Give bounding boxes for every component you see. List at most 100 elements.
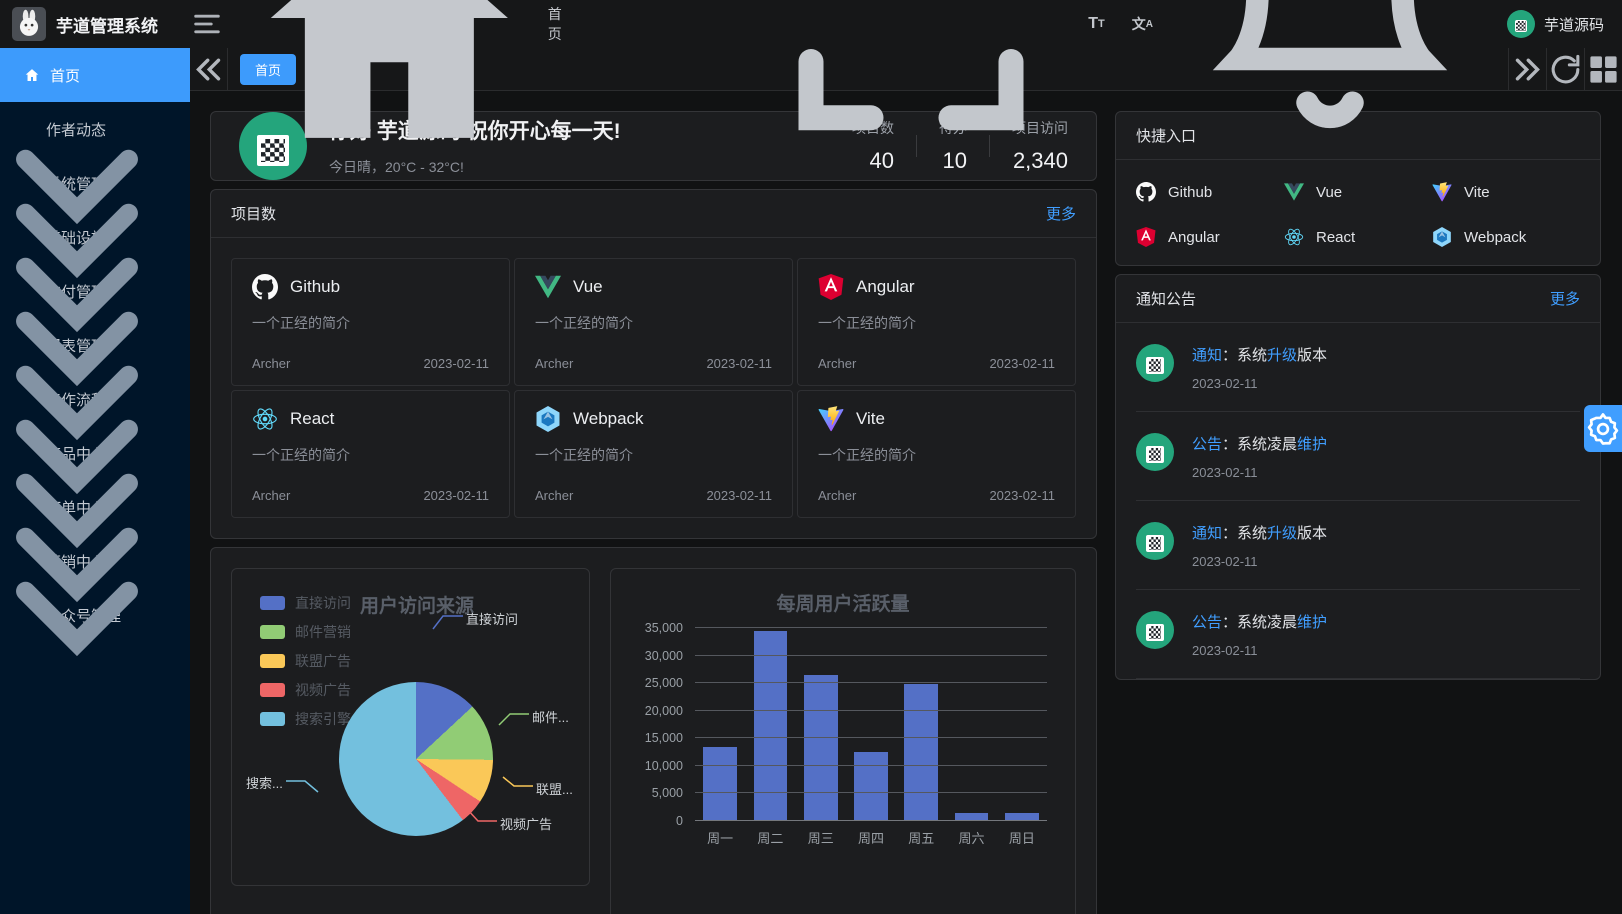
chevron-down-icon bbox=[0, 466, 172, 656]
pie-legend: 直接访问 邮件营销 联盟广告 视频广告 搜索引擎 bbox=[260, 593, 351, 738]
notice-item[interactable]: 公告：系统凌晨维护 2023-02-11 bbox=[1136, 412, 1580, 501]
sidebar-item-payment-mgmt[interactable]: 支付管理 bbox=[0, 257, 190, 333]
shortcuts-grid: Github Vue Vite Angular React Webpack bbox=[1116, 160, 1600, 265]
react-icon bbox=[252, 406, 278, 432]
menu-collapse-button[interactable] bbox=[190, 7, 224, 41]
notices-more-link[interactable]: 更多 bbox=[1549, 291, 1580, 308]
charts-card: 用户访问来源 直接访问 邮件营销 联盟广告 视频广告 搜索引擎 直接访问 邮件.… bbox=[210, 547, 1097, 914]
chevron-down-icon bbox=[0, 412, 172, 602]
legend-item[interactable]: 邮件营销 bbox=[260, 622, 351, 642]
notice-avatar bbox=[1136, 611, 1174, 649]
chevron-down-icon bbox=[0, 250, 172, 440]
shortcut-github[interactable]: Github bbox=[1136, 182, 1284, 202]
project-author: Archer bbox=[535, 488, 574, 503]
projects-grid: Github 一个正经的简介 Archer 2023-02-11 Vue 一个正经… bbox=[211, 238, 1096, 538]
welcome-title: 你好 芋道源码 祝你开心每一天! bbox=[329, 120, 621, 143]
bar-chart-card: 每周用户活跃量 35,000 30,000 25,000 20,000 15,000 10… bbox=[610, 568, 1076, 914]
user-avatar bbox=[1506, 10, 1535, 38]
settings-button[interactable] bbox=[1584, 405, 1622, 452]
notice-item[interactable]: 通知：系统升级版本 2023-02-11 bbox=[1136, 501, 1580, 590]
github-icon bbox=[252, 274, 278, 300]
notice-date: 2023-02-11 bbox=[1192, 554, 1258, 569]
sidebar-item-author-news[interactable]: 作者动态 bbox=[0, 102, 190, 156]
sidebar-item-order-center[interactable]: 订单中心 bbox=[0, 473, 190, 549]
shortcuts-card: 快捷入口 Github Vue Vite Angular React Webpa… bbox=[1115, 111, 1601, 266]
sidebar-item-system-mgmt[interactable]: 系统管理 bbox=[0, 149, 190, 225]
legend-item[interactable]: 视频广告 bbox=[260, 680, 351, 700]
sidebar-item-product-center[interactable]: 商品中心 bbox=[0, 419, 190, 495]
tabs-scroll-left-button[interactable] bbox=[190, 48, 228, 90]
project-card-webpack[interactable]: Webpack 一个正经的简介 Archer 2023-02-11 bbox=[514, 390, 793, 518]
pie-label-search: 搜索... bbox=[246, 776, 319, 794]
legend-item[interactable]: 联盟广告 bbox=[260, 651, 351, 671]
legend-item[interactable]: 直接访问 bbox=[260, 593, 351, 613]
project-author: Archer bbox=[818, 488, 857, 503]
sidebar-item-report-mgmt[interactable]: 报表管理 bbox=[0, 311, 190, 387]
bar-bars bbox=[695, 627, 1047, 820]
legend-item[interactable]: 搜索引擎 bbox=[260, 709, 351, 729]
app-logo[interactable] bbox=[12, 7, 46, 41]
sidebar-item-infrastructure[interactable]: 基础设施 bbox=[0, 203, 190, 279]
bar-plot: 35,000 30,000 25,000 20,000 15,000 10,000 5,00… bbox=[645, 621, 1047, 828]
project-card-angular[interactable]: Angular 一个正经的简介 Archer 2023-02-11 bbox=[797, 258, 1076, 386]
shortcut-angular[interactable]: Angular bbox=[1136, 227, 1284, 247]
angular-icon bbox=[818, 274, 844, 300]
webpack-icon bbox=[1432, 227, 1452, 247]
shortcut-react[interactable]: React bbox=[1284, 227, 1432, 247]
projects-more-link[interactable]: 更多 bbox=[1045, 206, 1076, 223]
app-logo-area: 芋道管理系统 bbox=[0, 7, 190, 41]
project-card-github[interactable]: Github 一个正经的简介 Archer 2023-02-11 bbox=[231, 258, 510, 386]
breadcrumb[interactable]: 首页 bbox=[238, 0, 573, 175]
notices-card: 通知公告 更多 通知：系统升级版本 2023-02-11 公告：系统凌晨维护 2… bbox=[1115, 274, 1601, 680]
fullscreen-button[interactable] bbox=[761, 0, 1061, 174]
sidebar-item-marketing-center[interactable]: 营销中心 bbox=[0, 527, 190, 603]
layout-grid-button[interactable] bbox=[1584, 48, 1622, 90]
chevron-down-icon bbox=[0, 196, 172, 386]
shortcut-vite[interactable]: Vite bbox=[1432, 182, 1580, 202]
stat-divider bbox=[916, 135, 917, 157]
project-card-vite[interactable]: Vite 一个正经的简介 Archer 2023-02-11 bbox=[797, 390, 1076, 518]
tabs-scroll-right-button[interactable] bbox=[1508, 48, 1546, 90]
chevron-down-icon bbox=[0, 142, 172, 332]
project-card-vue[interactable]: Vue 一个正经的简介 Archer 2023-02-11 bbox=[514, 258, 793, 386]
project-author: Archer bbox=[252, 488, 291, 503]
shortcut-webpack[interactable]: Webpack bbox=[1432, 227, 1580, 247]
notice-avatar bbox=[1136, 433, 1174, 471]
angular-icon bbox=[1136, 227, 1156, 247]
sidebar-item-workflow[interactable]: 工作流程 bbox=[0, 365, 190, 441]
sidebar: 首页 作者动态 系统管理 基础设施 支付管理 报表管理 工作流程 商品中心 订单… bbox=[0, 48, 190, 914]
notifications-button[interactable] bbox=[1180, 0, 1480, 174]
notice-item[interactable]: 通知：系统升级版本 2023-02-11 bbox=[1136, 323, 1580, 412]
notice-avatar bbox=[1136, 522, 1174, 560]
pie-label-email: 邮件... bbox=[498, 710, 569, 726]
notice-avatar bbox=[1136, 344, 1174, 382]
chevron-down-icon bbox=[0, 88, 172, 278]
vite-icon bbox=[1432, 182, 1452, 202]
sidebar-item-official-account[interactable]: 公众号管理 bbox=[0, 581, 190, 657]
webpack-icon bbox=[535, 406, 561, 432]
notice-item[interactable]: 公告：系统凌晨维护 2023-02-11 bbox=[1136, 590, 1580, 679]
notice-date: 2023-02-11 bbox=[1192, 465, 1258, 480]
notice-date: 2023-02-11 bbox=[1192, 376, 1258, 391]
chevrons-left-icon bbox=[190, 51, 227, 88]
bunny-logo-icon bbox=[12, 7, 46, 41]
sidebar-item-home[interactable]: 首页 bbox=[0, 48, 190, 102]
user-menu[interactable]: 芋道源码 bbox=[1506, 10, 1604, 38]
project-card-react[interactable]: React 一个正经的简介 Archer 2023-02-11 bbox=[231, 390, 510, 518]
bar-chart-title: 每周用户活跃量 bbox=[776, 594, 910, 615]
pie-chart-title: 用户访问来源 bbox=[360, 596, 475, 617]
bell-icon bbox=[1180, 0, 1480, 174]
sidebar-item-label: 作者动态 bbox=[46, 121, 107, 139]
stat-visits: 项目访问 2,340 bbox=[1012, 120, 1068, 173]
project-date: 2023-02-11 bbox=[989, 356, 1055, 371]
notices-card-title: 通知公告 bbox=[1136, 291, 1197, 308]
shortcut-vue[interactable]: Vue bbox=[1284, 182, 1432, 202]
app-title: 芋道管理系统 bbox=[56, 16, 158, 36]
refresh-button[interactable] bbox=[1546, 48, 1584, 90]
tab-home[interactable]: 首页 bbox=[240, 53, 297, 85]
project-author: Archer bbox=[535, 356, 574, 371]
